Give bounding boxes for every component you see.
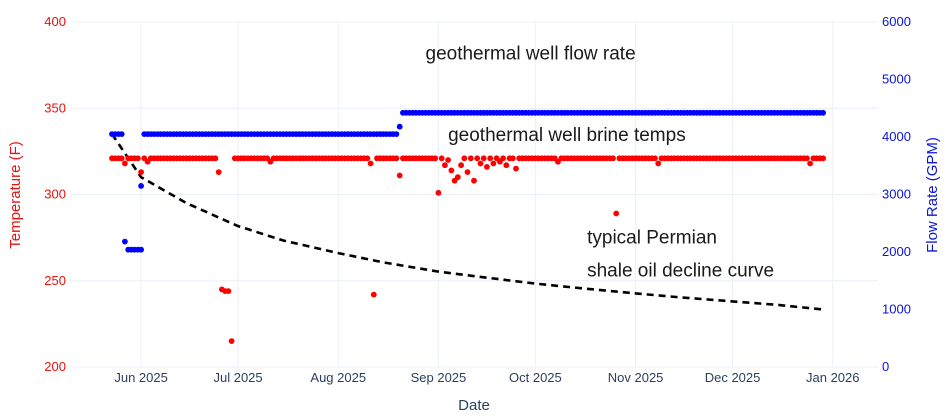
temp-point: [135, 155, 141, 162]
y-right-tick-label: 5000: [882, 72, 911, 87]
temp-point: [807, 160, 813, 167]
temp-point: [461, 155, 468, 162]
decline-curve-series: [110, 133, 824, 311]
x-axis-title: Date: [458, 397, 490, 414]
flow-point: [393, 131, 400, 138]
temp-point: [228, 338, 235, 344]
temp-point: [490, 160, 497, 167]
temp-point: [509, 155, 516, 162]
temp-point: [804, 155, 810, 162]
temp-point: [513, 165, 519, 172]
temp-point: [467, 155, 474, 162]
temp-point: [367, 160, 374, 167]
x-tick-label: Aug 2025: [310, 370, 366, 385]
y-right-tick-label: 2000: [882, 244, 911, 259]
temp-point: [503, 162, 510, 169]
y-left-tick-label: 250: [44, 273, 66, 288]
temp-point: [652, 155, 658, 162]
temp-point: [435, 189, 442, 196]
temp-point: [122, 160, 128, 167]
y-right-tick-label: 0: [882, 359, 889, 374]
temp-point: [370, 291, 377, 298]
y-left-tick-label: 400: [44, 14, 66, 29]
x-tick-label: Dec 2025: [705, 370, 761, 385]
y-right-tick-label: 1000: [882, 302, 911, 317]
annotation-label: geothermal well flow rate: [426, 43, 636, 64]
flow-point: [122, 238, 128, 245]
temp-point: [445, 157, 451, 163]
temp-point: [464, 169, 471, 176]
temp-point: [655, 160, 662, 167]
grid-lines: [70, 21, 878, 368]
annotation-label: shale oil decline curve: [587, 261, 774, 282]
temp-point: [458, 162, 464, 169]
flow-point: [118, 131, 125, 138]
temp-point: [393, 155, 400, 162]
flow-point: [396, 123, 403, 130]
y-left-tick-label: 200: [44, 359, 66, 374]
temp-point: [487, 155, 494, 162]
annotation-label: typical Permian: [587, 227, 717, 248]
flow-point: [138, 246, 145, 253]
y-left-tick-label: 300: [44, 187, 66, 202]
temp-point: [448, 167, 455, 174]
axis-ticks: 2002503003504000100020003000400050006000…: [44, 14, 911, 385]
flow-point: [138, 183, 145, 189]
temp-point: [820, 155, 826, 162]
annotations: geothermal well flow rate geothermal well…: [426, 43, 775, 281]
x-tick-label: Sep 2025: [411, 370, 467, 385]
temp-point: [500, 155, 506, 162]
annotation-label: geothermal well brine temps: [448, 125, 686, 146]
y-right-tick-label: 6000: [882, 14, 911, 29]
flow-rate-series: [109, 109, 826, 253]
temp-point: [364, 155, 371, 162]
x-tick-label: Jun 2025: [114, 370, 168, 385]
x-tick-label: Jul 2025: [213, 370, 262, 385]
brine-temp-series: [109, 155, 826, 344]
flow-point: [820, 109, 826, 116]
x-tick-label: Oct 2025: [509, 370, 562, 385]
temp-point: [432, 155, 439, 162]
temp-point: [474, 155, 481, 162]
temp-point: [613, 210, 620, 217]
decline-curve-line: [110, 133, 824, 311]
temp-point: [471, 177, 477, 184]
temp-point: [484, 164, 490, 170]
x-tick-label: Nov 2025: [608, 370, 664, 385]
y-left-tick-label: 350: [44, 100, 66, 115]
y-axis-left-title: Temperature (F): [7, 141, 24, 249]
temp-point: [118, 155, 125, 162]
x-tick-label: Jan 2026: [806, 370, 860, 385]
temp-point: [480, 155, 487, 162]
y-right-tick-label: 3000: [882, 187, 911, 202]
y-right-tick-label: 4000: [882, 129, 911, 144]
y-axis-right-title: Flow Rate (GPM): [924, 137, 941, 253]
temp-point: [438, 155, 445, 162]
temp-point: [215, 169, 222, 176]
temp-point: [610, 155, 616, 162]
temp-point: [212, 155, 219, 162]
temp-point: [477, 160, 484, 167]
temp-point: [454, 174, 461, 181]
temp-point: [396, 172, 403, 179]
temp-point: [138, 169, 145, 176]
temp-point: [442, 162, 448, 169]
temp-point: [225, 288, 232, 294]
